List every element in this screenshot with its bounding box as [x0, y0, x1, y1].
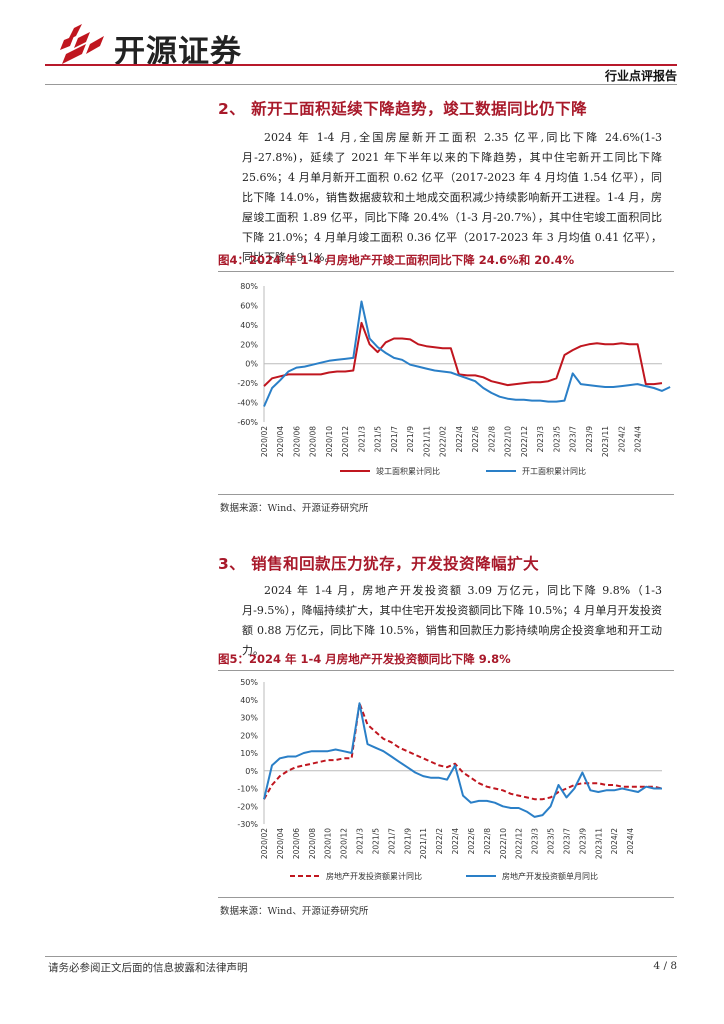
- x-tick-label: 2020/06: [292, 426, 301, 457]
- x-tick-label: 2022/10: [499, 828, 508, 859]
- section-2-paragraph-text: 2024 年 1-4 月,全国房屋新开工面积 2.35 亿平,同比下降 24.6…: [242, 131, 662, 264]
- x-tick-label: 2023/9: [585, 426, 594, 453]
- x-tick-label: 2020/06: [292, 828, 301, 859]
- x-tick-label: 2021/7: [390, 426, 399, 453]
- x-tick-label: 2022/6: [467, 828, 476, 855]
- x-tick-label: 2023/11: [594, 828, 603, 859]
- x-tick-label: 2023/9: [578, 828, 587, 855]
- x-tick-label: 2020/10: [324, 828, 333, 859]
- x-tick-label: 2020/08: [308, 828, 317, 859]
- y-tick-label: 60%: [240, 301, 258, 310]
- y-tick-label: 40%: [240, 696, 258, 705]
- y-tick-label: -20%: [237, 802, 258, 811]
- section-3-paragraph: 2024 年 1-4 月，房地产开发投资额 3.09 万亿元，同比下降 9.8%…: [242, 581, 662, 661]
- figure-5-box: 50% 40% 30% 20% 10% 0% -10% -20% -30% 2020/02 2020…: [218, 671, 674, 898]
- series-line-2: [263, 300, 671, 407]
- y-tick-label: -20%: [237, 379, 258, 388]
- y-tick-label: -10%: [237, 785, 258, 794]
- figure-4-title: 图4：2024 年 1-4 月房地产开竣工面积同比下降 24.6%和 20.4%: [218, 252, 674, 272]
- y-tick-label: 20%: [240, 340, 258, 349]
- section-2-title: 2、 新开工面积延续下降趋势，竣工数据同比仍下降: [218, 100, 588, 118]
- figure-5-chart: 50% 40% 30% 20% 10% 0% -10% -20% -30%2020/02 2020…: [237, 678, 663, 881]
- y-tick-label: -30%: [237, 820, 258, 829]
- x-tick-label: 2022/6: [471, 426, 480, 453]
- legend-label: 竣工面积累计同比: [376, 466, 440, 476]
- x-tick-label: 2021/7: [387, 828, 396, 855]
- legend-label: 房地产开发投资额累计同比: [326, 871, 422, 881]
- y-tick-label: 30%: [240, 714, 258, 723]
- report-type-label: 行业点评报告: [604, 69, 677, 83]
- x-tick-label: 2023/3: [531, 828, 540, 855]
- y-tick-label: 80%: [240, 282, 258, 291]
- x-tick-label: 2024/2: [610, 828, 619, 855]
- figure-5-source: 数据来源：Wind、开源证券研究所: [220, 906, 369, 917]
- x-tick-label: 2020/10: [325, 426, 334, 457]
- x-tick-label: 2023/7: [562, 828, 571, 855]
- x-tick-label: 2020/04: [276, 426, 285, 457]
- x-tick-label: 2022/8: [483, 828, 492, 855]
- x-tick-label: 2022/4: [455, 426, 464, 453]
- x-tick-label: 2021/11: [419, 828, 428, 859]
- y-tick-label: 40%: [240, 321, 258, 330]
- y-tick-label: -40%: [237, 399, 258, 408]
- figure-4-source: 数据来源：Wind、开源证券研究所: [220, 503, 369, 514]
- figure-4-box: 80% 60% 40% 20% 0% -20% -40% -60% 2020/02 2020/04…: [218, 272, 674, 495]
- footer-disclaimer: 请务必参阅正文后面的信息披露和法律声明: [48, 962, 248, 974]
- x-tick-label: 2020/04: [276, 828, 285, 859]
- x-tick-label: 2023/5: [552, 426, 561, 453]
- logo-mark-icon: [60, 24, 104, 64]
- footer-divider: [45, 956, 677, 957]
- y-tick-label: 10%: [240, 749, 258, 758]
- series-line-1: [263, 702, 663, 801]
- x-tick-label: 2022/2: [435, 828, 444, 855]
- company-logo: 开源证券: [60, 24, 270, 70]
- x-tick-label: 2022/12: [520, 426, 529, 457]
- legend-label: 开工面积累计同比: [522, 466, 586, 476]
- figure-5-title: 图5：2024 年 1-4 月房地产开发投资额同比下降 9.8%: [218, 651, 674, 671]
- series-line-1: [263, 321, 663, 387]
- x-tick-label: 2023/3: [536, 426, 545, 453]
- y-tick-label: 0%: [245, 360, 258, 369]
- header-divider-secondary: [45, 84, 677, 85]
- x-tick-label: 2024/4: [626, 828, 635, 855]
- x-tick-label: 2022/4: [451, 828, 460, 855]
- figure-4-chart: 80% 60% 40% 20% 0% -20% -40% -60%2020/02 2020/04…: [237, 282, 671, 476]
- legend-label: 房地产开发投资额单月同比: [502, 871, 598, 881]
- x-tick-label: 2020/12: [340, 828, 349, 859]
- section-3-paragraph-text: 2024 年 1-4 月，房地产开发投资额 3.09 万亿元，同比下降 9.8%…: [242, 584, 662, 657]
- x-tick-label: 2023/7: [569, 426, 578, 453]
- x-tick-label: 2023/5: [547, 828, 556, 855]
- x-tick-label: 2021/9: [406, 426, 415, 453]
- y-tick-label: 50%: [240, 678, 258, 687]
- x-tick-label: 2024/4: [634, 426, 643, 453]
- x-tick-label: 2021/9: [403, 828, 412, 855]
- x-tick-label: 2022/8: [487, 426, 496, 453]
- section-2-paragraph: 2024 年 1-4 月,全国房屋新开工面积 2.35 亿平,同比下降 24.6…: [242, 128, 662, 268]
- x-tick-label: 2021/5: [371, 828, 380, 855]
- y-tick-label: 20%: [240, 731, 258, 740]
- x-tick-label: 2020/08: [309, 426, 318, 457]
- x-tick-label: 2022/12: [515, 828, 524, 859]
- x-tick-label: 2021/3: [357, 426, 366, 453]
- x-tick-label: 2020/02: [260, 426, 269, 457]
- x-tick-label: 2023/11: [601, 426, 610, 457]
- y-tick-label: 0%: [245, 767, 258, 776]
- y-tick-label: -60%: [237, 418, 258, 427]
- section-3-title: 3、 销售和回款压力犹存，开发投资降幅扩大: [218, 555, 540, 573]
- x-tick-label: 2021/11: [422, 426, 431, 457]
- page-number: 4 / 8: [653, 960, 677, 972]
- header-divider: [45, 64, 677, 66]
- x-tick-label: 2022/10: [504, 426, 513, 457]
- x-tick-label: 2021/3: [356, 828, 365, 855]
- x-tick-label: 2021/5: [374, 426, 383, 453]
- series-line-2: [263, 702, 662, 818]
- x-tick-label: 2020/12: [341, 426, 350, 457]
- x-tick-label: 2020/02: [260, 828, 269, 859]
- x-tick-label: 2022/02: [439, 426, 448, 457]
- x-tick-label: 2024/2: [617, 426, 626, 453]
